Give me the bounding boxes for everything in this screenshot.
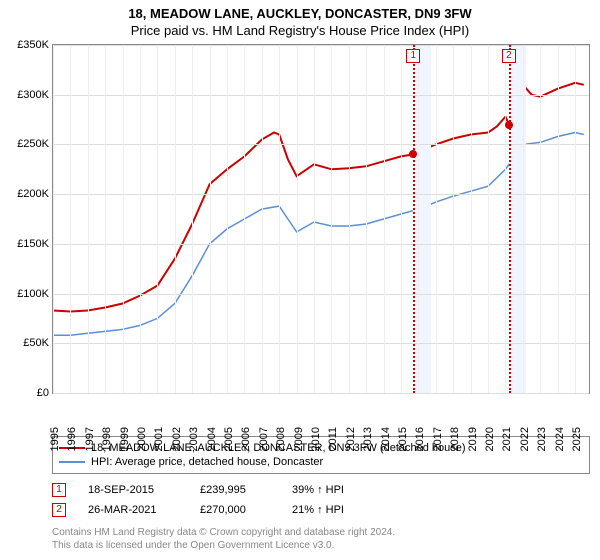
x-tick-label: 2018 (449, 427, 461, 451)
x-tick-label: 2004 (206, 427, 218, 451)
sale-vline (413, 45, 415, 393)
sale-delta: 21% ↑ HPI (292, 504, 382, 516)
x-tick-label: 1996 (66, 427, 78, 451)
y-tick-label: £250K (17, 138, 49, 150)
x-tick-label: 2020 (484, 427, 496, 451)
x-tick-label: 2006 (240, 427, 252, 451)
sale-price: £239,995 (200, 484, 270, 496)
legend-label: HPI: Average price, detached house, Donc… (91, 456, 323, 468)
x-tick-label: 2016 (414, 427, 426, 451)
sale-delta: 39% ↑ HPI (292, 484, 382, 496)
x-tick-label: 2014 (380, 427, 392, 451)
y-tick-label: £150K (17, 238, 49, 250)
x-tick-label: 2023 (536, 427, 548, 451)
footer-line: Contains HM Land Registry data © Crown c… (52, 526, 590, 539)
x-tick-label: 1999 (119, 427, 131, 451)
sales-table: 1 18-SEP-2015 £239,995 39% ↑ HPI 2 26-MAR-202… (52, 480, 590, 520)
x-tick-label: 2021 (501, 427, 513, 451)
x-tick-label: 1997 (84, 427, 96, 451)
x-tick-label: 2022 (519, 427, 531, 451)
chart-plot-area: 12 £0£50K£100K£150K£200K£250K£300K£350K1… (52, 44, 590, 394)
y-tick-label: £0 (37, 387, 49, 399)
x-tick-label: 2009 (293, 427, 305, 451)
sale-price: £270,000 (200, 504, 270, 516)
sale-row-badge: 2 (52, 503, 66, 517)
sale-badge: 1 (406, 49, 420, 63)
sale-badge: 2 (502, 49, 516, 63)
legend-item: HPI: Average price, detached house, Donc… (59, 455, 583, 469)
x-tick-label: 2005 (223, 427, 235, 451)
attribution-footer: Contains HM Land Registry data © Crown c… (52, 526, 590, 552)
y-gridline (53, 393, 589, 394)
legend-swatch (59, 461, 85, 463)
x-tick-label: 2001 (153, 427, 165, 451)
chart-subtitle: Price paid vs. HM Land Registry's House … (0, 21, 600, 44)
x-tick-label: 2013 (362, 427, 374, 451)
x-tick-label: 1995 (49, 427, 61, 451)
x-tick-label: 2007 (258, 427, 270, 451)
x-tick-label: 1998 (101, 427, 113, 451)
x-tick-label: 2012 (345, 427, 357, 451)
sale-row-badge: 1 (52, 483, 66, 497)
x-tick-label: 2015 (397, 427, 409, 451)
sale-dot (409, 150, 417, 158)
x-tick-label: 2017 (432, 427, 444, 451)
y-tick-label: £50K (23, 337, 49, 349)
x-tick-label: 2010 (310, 427, 322, 451)
chart-title: 18, MEADOW LANE, AUCKLEY, DONCASTER, DN9… (0, 0, 600, 21)
x-tick-label: 2011 (327, 427, 339, 451)
sale-date: 26-MAR-2021 (88, 504, 178, 516)
sale-dot (505, 121, 513, 129)
x-tick-label: 2019 (467, 427, 479, 451)
sale-date: 18-SEP-2015 (88, 484, 178, 496)
x-tick-label: 2025 (571, 427, 583, 451)
sale-row: 1 18-SEP-2015 £239,995 39% ↑ HPI (52, 480, 590, 500)
x-tick-label: 2002 (171, 427, 183, 451)
y-tick-label: £350K (17, 39, 49, 51)
x-tick-label: 2003 (188, 427, 200, 451)
x-tick-label: 2008 (275, 427, 287, 451)
x-tick-label: 2000 (136, 427, 148, 451)
x-tick-label: 2024 (554, 427, 566, 451)
y-tick-label: £100K (17, 288, 49, 300)
y-tick-label: £200K (17, 188, 49, 200)
sale-row: 2 26-MAR-2021 £270,000 21% ↑ HPI (52, 500, 590, 520)
y-tick-label: £300K (17, 89, 49, 101)
sale-vline (509, 45, 511, 393)
footer-line: This data is licensed under the Open Gov… (52, 539, 590, 552)
